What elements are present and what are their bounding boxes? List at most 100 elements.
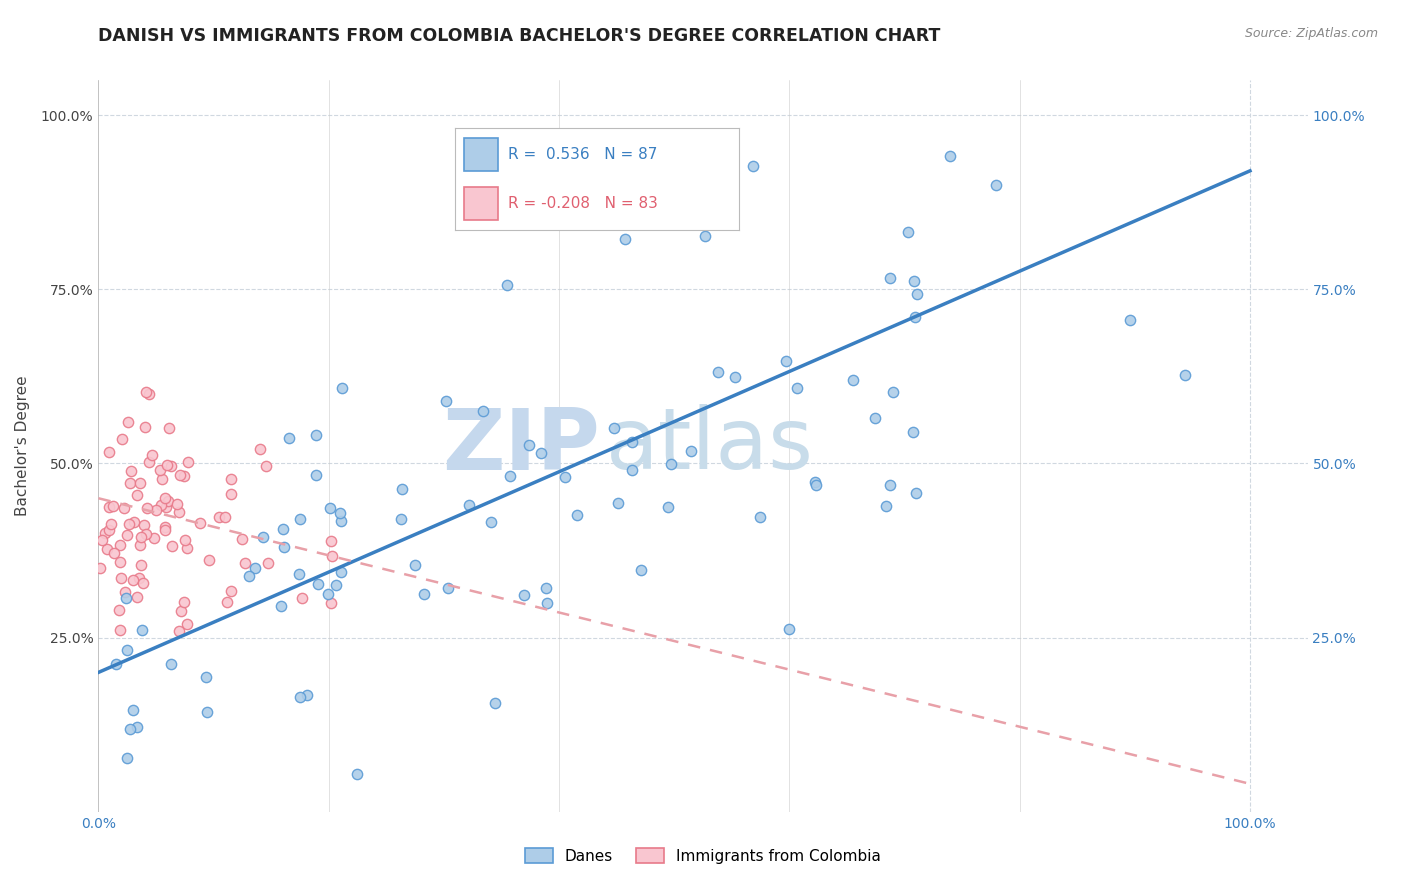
- Point: [155, 520, 177, 534]
- Point: [219, 473, 242, 487]
- Point: [167, 624, 190, 638]
- Point: [108, 555, 131, 569]
- Point: [156, 458, 179, 472]
- Point: [249, 442, 271, 456]
- Point: [621, 435, 644, 450]
- Point: [153, 523, 176, 537]
- Point: [128, 571, 150, 585]
- Point: [96, 542, 118, 557]
- Point: [97, 500, 120, 514]
- Point: [659, 457, 682, 471]
- Point: [288, 567, 311, 582]
- Point: [305, 427, 328, 442]
- Point: [114, 591, 136, 605]
- Point: [346, 767, 368, 781]
- Point: [132, 517, 155, 532]
- Point: [278, 431, 301, 445]
- Point: [131, 558, 153, 572]
- Point: [98, 445, 121, 459]
- Point: [413, 587, 436, 601]
- Y-axis label: Bachelor's Degree: Bachelor's Degree: [15, 376, 30, 516]
- Point: [319, 500, 342, 515]
- Point: [150, 472, 173, 486]
- Point: [496, 277, 519, 292]
- Point: [214, 509, 236, 524]
- Point: [939, 149, 962, 163]
- Point: [89, 561, 111, 575]
- Point: [117, 750, 139, 764]
- Point: [554, 470, 576, 484]
- Point: [128, 538, 150, 552]
- Point: [434, 393, 457, 408]
- Point: [149, 463, 172, 477]
- Point: [742, 159, 765, 173]
- Point: [986, 178, 1008, 192]
- Point: [160, 539, 183, 553]
- Text: Source: ZipAtlas.com: Source: ZipAtlas.com: [1244, 27, 1378, 40]
- Point: [389, 512, 412, 526]
- Point: [117, 528, 139, 542]
- Point: [108, 603, 131, 617]
- Point: [91, 533, 114, 547]
- Point: [103, 546, 125, 560]
- Point: [879, 478, 901, 492]
- Point: [117, 415, 139, 429]
- Point: [170, 603, 193, 617]
- Point: [135, 501, 157, 516]
- Point: [114, 584, 136, 599]
- Point: [155, 500, 177, 514]
- Point: [321, 596, 343, 610]
- Point: [620, 463, 643, 477]
- Point: [121, 573, 143, 587]
- Point: [177, 455, 200, 469]
- Point: [233, 556, 256, 570]
- Point: [238, 569, 260, 583]
- Point: [143, 532, 166, 546]
- Point: [1119, 313, 1142, 327]
- Point: [693, 229, 716, 244]
- Point: [195, 705, 218, 719]
- Legend: Danes, Immigrants from Colombia: Danes, Immigrants from Colombia: [519, 842, 887, 870]
- Point: [273, 540, 295, 554]
- Point: [159, 459, 181, 474]
- Point: [149, 498, 172, 512]
- Point: [173, 594, 195, 608]
- Point: [842, 373, 865, 387]
- Text: ZIP: ZIP: [443, 404, 600, 488]
- Point: [724, 370, 747, 384]
- Point: [118, 722, 141, 736]
- Point: [108, 623, 131, 637]
- Point: [110, 571, 132, 585]
- Point: [100, 516, 122, 531]
- Point: [176, 541, 198, 555]
- Point: [125, 590, 148, 604]
- Point: [124, 515, 146, 529]
- Point: [173, 469, 195, 483]
- Point: [875, 499, 897, 513]
- Point: [173, 533, 195, 548]
- Point: [94, 525, 117, 540]
- Point: [404, 558, 426, 572]
- Point: [112, 500, 135, 515]
- Point: [198, 553, 221, 567]
- Point: [115, 642, 138, 657]
- Point: [145, 502, 167, 516]
- Point: [603, 421, 626, 435]
- Point: [897, 225, 920, 239]
- Point: [804, 477, 827, 491]
- Point: [135, 527, 157, 541]
- Point: [157, 421, 180, 435]
- Point: [141, 448, 163, 462]
- Point: [121, 465, 143, 479]
- Point: [169, 467, 191, 482]
- Point: [219, 584, 242, 599]
- Text: atlas: atlas: [606, 404, 814, 488]
- Point: [166, 498, 188, 512]
- Point: [273, 522, 295, 536]
- Point: [879, 271, 901, 285]
- Point: [252, 530, 274, 544]
- Point: [517, 438, 540, 452]
- Point: [513, 588, 536, 602]
- Point: [188, 516, 211, 530]
- Point: [437, 581, 460, 595]
